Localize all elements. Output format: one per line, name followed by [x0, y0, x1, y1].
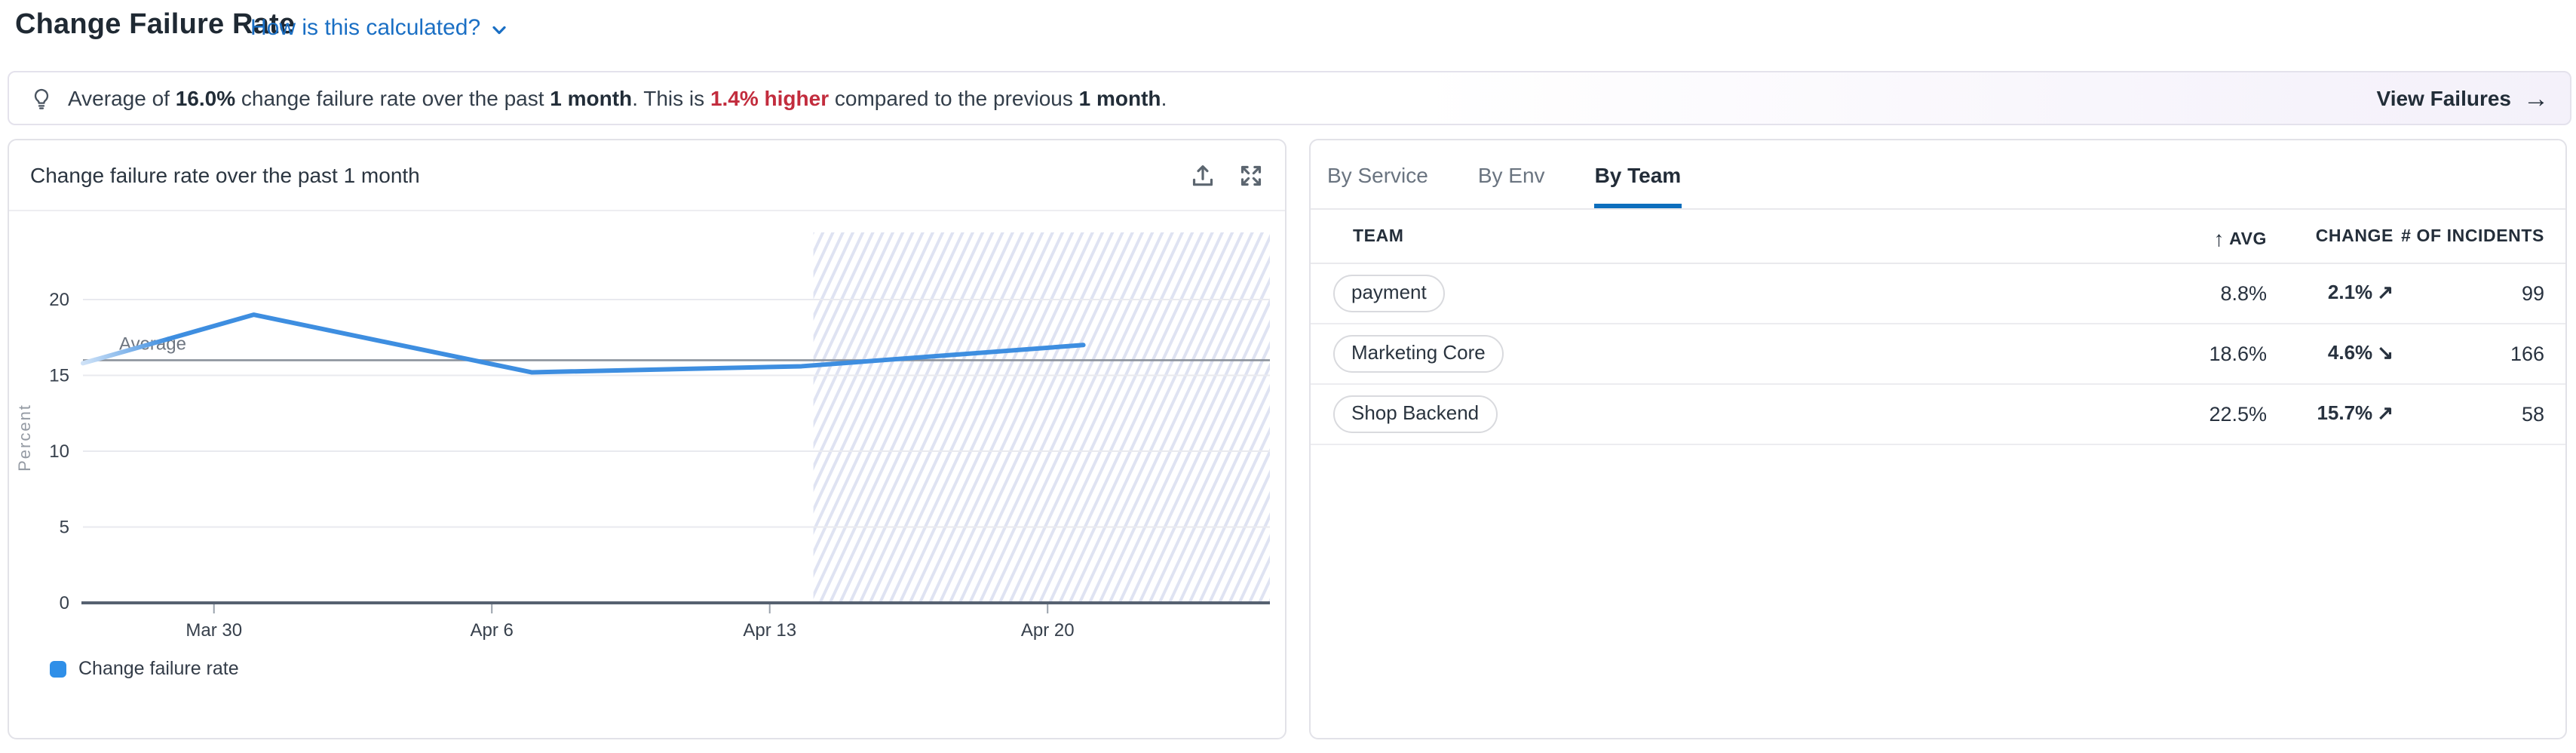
avg-value: 22.5% [2146, 383, 2267, 445]
breakdown-panel: By Service By Env By Team TEAM ↑ AVG CHAN… [1309, 139, 2567, 739]
y-axis-label: Percent [15, 404, 34, 472]
team-badge[interactable]: payment [1333, 275, 1445, 312]
trend-up-icon: ↗ [2377, 281, 2394, 304]
svg-text:15: 15 [49, 366, 69, 386]
view-failures-label: View Failures [2376, 86, 2511, 110]
column-header-team[interactable]: TEAM [1311, 210, 2146, 264]
chart-panel-header: Change failure rate over the past 1 mont… [9, 140, 1285, 211]
column-header-incidents[interactable]: # OF INCIDENTS [2394, 210, 2565, 264]
team-badge[interactable]: Marketing Core [1333, 334, 1504, 373]
change-value: 2.1% ↗ [2267, 263, 2394, 324]
lightbulb-icon [30, 87, 53, 109]
expand-icon [1240, 164, 1262, 186]
table-header-row: TEAM ↑ AVG CHANGE # OF INCIDENTS [1311, 210, 2565, 264]
export-icon [1192, 164, 1213, 186]
export-button[interactable] [1190, 162, 1216, 188]
column-header-avg[interactable]: ↑ AVG [2146, 210, 2267, 264]
banner-message: Average of 16.0% change failure rate ove… [68, 86, 1167, 110]
incidents-value: 99 [2394, 263, 2565, 324]
incidents-value: 58 [2394, 383, 2565, 445]
svg-text:0: 0 [60, 593, 69, 613]
avg-value: 8.8% [2146, 263, 2267, 324]
page-title: Change Failure Rate [15, 9, 296, 41]
svg-text:Apr 13: Apr 13 [743, 620, 796, 641]
chart-panel: Change failure rate over the past 1 mont… [8, 139, 1286, 739]
how-calculated-link[interactable]: How is this calculated? [250, 15, 508, 41]
change-value: 4.6% ↘ [2267, 323, 2394, 385]
svg-text:20: 20 [49, 290, 69, 310]
avg-value: 18.6% [2146, 323, 2267, 385]
svg-text:Apr 20: Apr 20 [1021, 620, 1075, 641]
breakdown-tabs: By Service By Env By Team [1311, 140, 2565, 210]
how-calculated-label: How is this calculated? [250, 15, 481, 41]
sort-ascending-icon: ↑ [2213, 226, 2225, 250]
insight-banner: Average of 16.0% change failure rate ove… [8, 71, 2571, 125]
trend-up-icon: ↗ [2377, 401, 2394, 425]
svg-text:Apr 6: Apr 6 [471, 620, 514, 641]
team-breakdown-table: TEAM ↑ AVG CHANGE # OF INCIDENTS payment 8… [1311, 210, 2565, 445]
svg-text:5: 5 [60, 518, 69, 538]
trend-down-icon: ↘ [2377, 341, 2394, 364]
arrow-right-icon: → [2523, 84, 2549, 112]
tab-by-service[interactable]: By Service [1327, 140, 1428, 208]
svg-text:Mar 30: Mar 30 [186, 620, 242, 641]
table-row[interactable]: Marketing Core 18.6% 4.6% ↘ 166 [1311, 323, 2565, 385]
tab-by-env[interactable]: By Env [1478, 140, 1545, 208]
chart-legend[interactable]: Change failure rate [50, 658, 1285, 679]
team-badge[interactable]: Shop Backend [1333, 395, 1498, 433]
legend-swatch [50, 660, 66, 677]
svg-text:10: 10 [49, 441, 69, 462]
chevron-down-icon [492, 25, 505, 34]
view-failures-button[interactable]: View Failures → [2377, 85, 2549, 111]
table-row[interactable]: Shop Backend 22.5% 15.7% ↗ 58 [1311, 383, 2565, 445]
tab-by-team[interactable]: By Team [1594, 140, 1682, 208]
change-value: 15.7% ↗ [2267, 383, 2394, 445]
incidents-value: 166 [2394, 323, 2565, 385]
expand-button[interactable] [1238, 162, 1264, 188]
table-row[interactable]: payment 8.8% 2.1% ↗ 99 [1311, 263, 2565, 324]
column-header-change[interactable]: CHANGE [2267, 210, 2394, 264]
projection-region [813, 232, 1270, 603]
team-table-body: payment 8.8% 2.1% ↗ 99 Marketing Core 18.6% 4.6… [1311, 263, 2565, 445]
legend-label: Change failure rate [78, 658, 239, 679]
failure-rate-line [166, 312, 1086, 375]
chart-title: Change failure rate over the past 1 mont… [30, 163, 420, 187]
